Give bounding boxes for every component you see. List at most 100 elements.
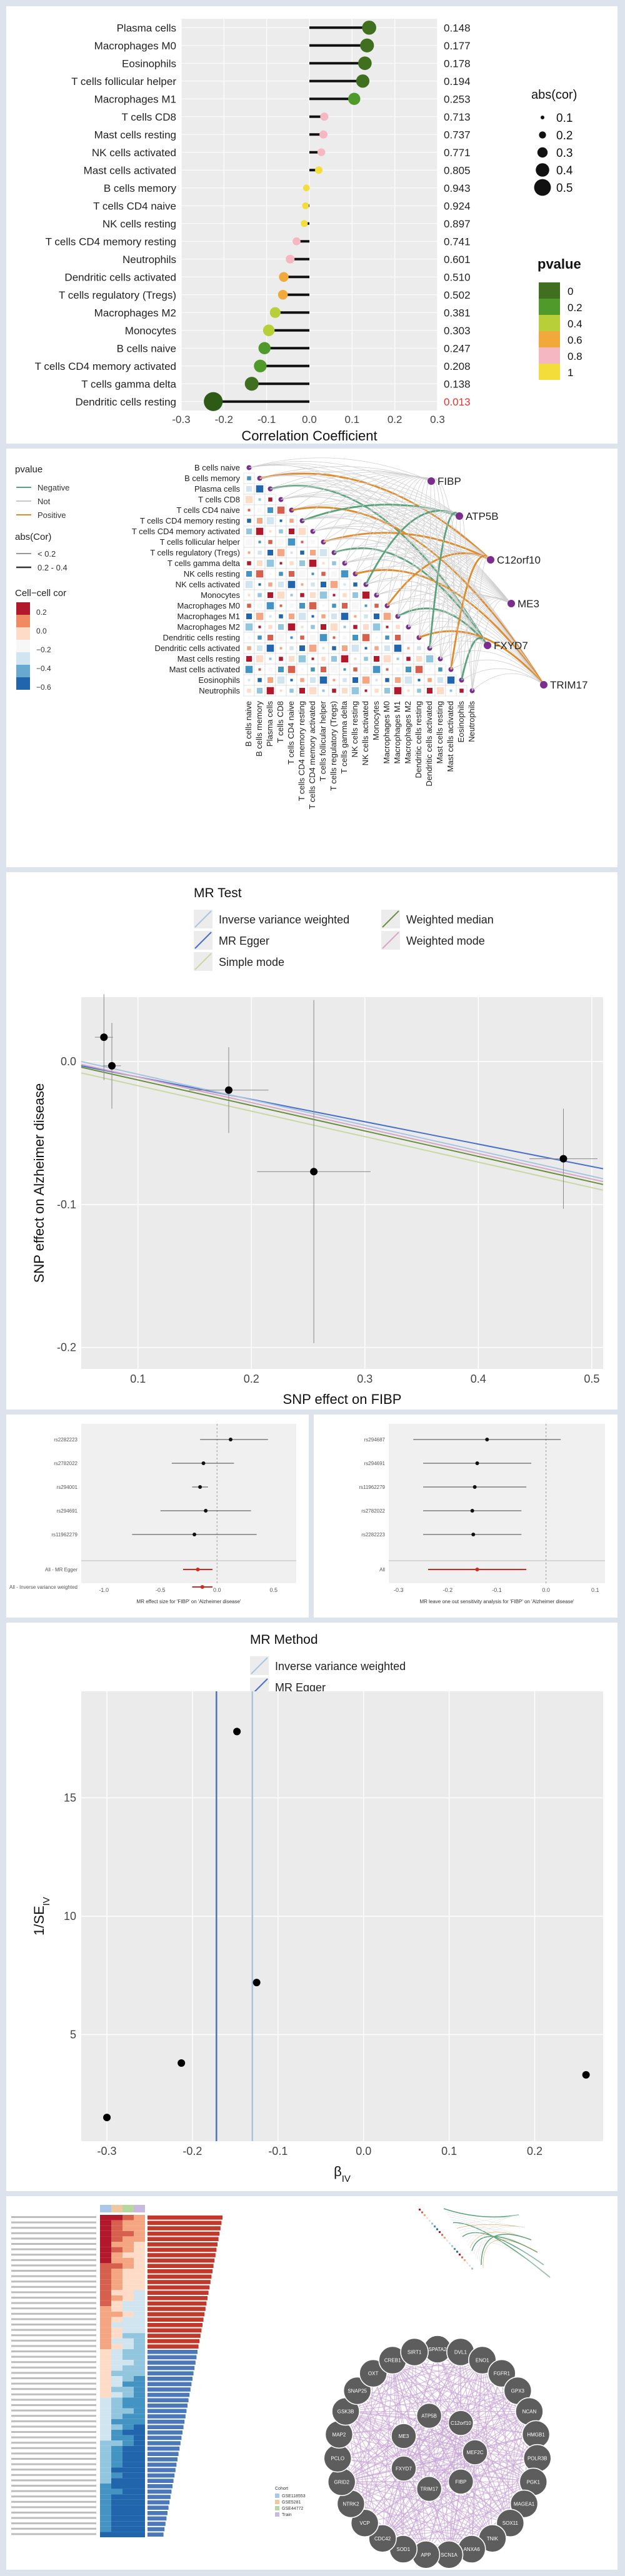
x-tick-label: 0.2 xyxy=(388,414,402,425)
colorbar-tick: −0.6 xyxy=(36,683,51,692)
cell-label: NK cells activated xyxy=(92,147,176,159)
x-tick-label: 0.0 xyxy=(542,1587,550,1593)
network-edge xyxy=(429,512,461,649)
heat-mark xyxy=(277,549,285,557)
summary-label: All - Inverse variance weighted xyxy=(9,1584,78,1590)
heat-cell xyxy=(122,2414,134,2419)
score-bar xyxy=(148,2355,197,2360)
ppi-node xyxy=(462,2439,488,2465)
method-label-bar xyxy=(11,2264,96,2267)
heat-cell xyxy=(122,2349,134,2355)
heat-cell xyxy=(134,2505,145,2510)
color-legend-label: 0.8 xyxy=(568,351,582,362)
x-tick-label: 0.3 xyxy=(357,1373,372,1385)
network-edge xyxy=(249,457,432,482)
col-label: T cells CD8 xyxy=(276,701,285,743)
heat-cell xyxy=(122,2360,134,2365)
lollipop-chart: -0.3 -0.2 -0.1 0.0 0.1 0.2 0.3 Plasma cells 0.14… xyxy=(35,19,582,444)
heat-mark xyxy=(343,625,346,629)
row-label: Macrophages M1 xyxy=(178,612,240,621)
ppi-edge xyxy=(364,2373,374,2524)
heat-cell xyxy=(122,2225,134,2231)
method-label-bar xyxy=(11,2474,96,2476)
heat-cell xyxy=(100,2215,111,2220)
legend-line xyxy=(194,910,212,928)
heat-mark xyxy=(311,625,315,629)
data-point xyxy=(559,1155,568,1163)
ppi-edge xyxy=(392,2360,493,2539)
heat-cell xyxy=(122,2515,134,2522)
cell-label: Mast cells activated xyxy=(84,164,176,176)
pvalue-label: 0.924 xyxy=(444,200,471,212)
colorbar-tick: 0.2 xyxy=(36,608,47,617)
ppi-node xyxy=(400,2337,429,2367)
score-bar xyxy=(148,2468,176,2472)
size-legend-label: 0.3 xyxy=(556,147,572,160)
heat-mark xyxy=(290,551,293,554)
heat-cell xyxy=(134,2419,145,2425)
data-point xyxy=(582,2071,590,2079)
heat-cell xyxy=(111,2365,122,2371)
score-bar xyxy=(148,2269,212,2274)
heat-cell xyxy=(100,2376,111,2382)
heat-cell xyxy=(134,2311,145,2317)
ppi-edge xyxy=(382,2352,461,2539)
heat-cell xyxy=(100,2333,111,2339)
heat-mark xyxy=(279,614,283,619)
legend-line xyxy=(382,910,399,928)
method-label-bar xyxy=(11,2409,96,2412)
gene-label: ME3 xyxy=(518,598,539,610)
ppi-node-label: SNAP25 xyxy=(348,2388,367,2394)
heat-cell xyxy=(122,2532,134,2537)
score-bar xyxy=(148,2312,205,2317)
gene-node xyxy=(540,681,548,689)
ppi-edge xyxy=(474,2452,493,2539)
heat-mark xyxy=(257,603,262,609)
heat-mark xyxy=(278,624,284,630)
heat-cell xyxy=(122,2489,134,2495)
heat-cell xyxy=(122,2435,134,2441)
snp-label: rs294001 xyxy=(57,1484,78,1490)
method-label-bar xyxy=(11,2259,96,2261)
network-edge xyxy=(291,505,512,604)
heat-cell xyxy=(134,2284,145,2290)
score-bar xyxy=(148,2441,181,2445)
heat-cell xyxy=(100,2263,111,2269)
heat-cell xyxy=(111,2300,122,2307)
heat-cell xyxy=(111,2225,122,2231)
plot-background xyxy=(81,1424,296,1583)
forest-right-panel: rs294687 rs294691 rs11962279 rs2782022 rs228… xyxy=(314,1415,618,1618)
heat-mark xyxy=(428,678,432,682)
heat-cell xyxy=(111,2269,122,2274)
heat-mark xyxy=(426,655,434,663)
heat-mark xyxy=(416,656,422,662)
score-bar xyxy=(148,2215,222,2220)
ppi-node xyxy=(416,2402,442,2429)
heat-mark xyxy=(248,679,251,682)
score-bar xyxy=(148,2274,212,2279)
heat-mark xyxy=(246,529,252,534)
row-label: Neutrophils xyxy=(199,686,240,695)
ppi-edge xyxy=(351,2481,534,2505)
method-label-bar xyxy=(11,2232,96,2234)
heat-cell xyxy=(134,2424,145,2430)
heat-cell xyxy=(111,2462,122,2468)
colorbar-tick: −0.2 xyxy=(36,645,51,654)
method-label-bar xyxy=(11,2366,96,2369)
network-edge xyxy=(451,597,512,670)
legend-title: MR Method xyxy=(250,1633,318,1647)
size-legend-dot xyxy=(534,179,551,196)
y-tick-label: -0.1 xyxy=(57,1198,76,1211)
col-label: T cells gamma delta xyxy=(339,700,349,773)
heat-mark xyxy=(311,540,315,544)
row-label: Dendritic cells resting xyxy=(162,633,240,642)
row-label: Dendritic cells activated xyxy=(154,644,240,653)
thumb-cell xyxy=(464,2259,466,2261)
network-edge xyxy=(249,463,491,560)
data-point xyxy=(100,1033,108,1042)
heat-mark xyxy=(353,667,358,672)
pvalue-label: 0.247 xyxy=(444,342,471,354)
ppi-edge xyxy=(357,2390,529,2412)
method-label-bar xyxy=(11,2227,96,2229)
heat-mark xyxy=(266,687,274,695)
